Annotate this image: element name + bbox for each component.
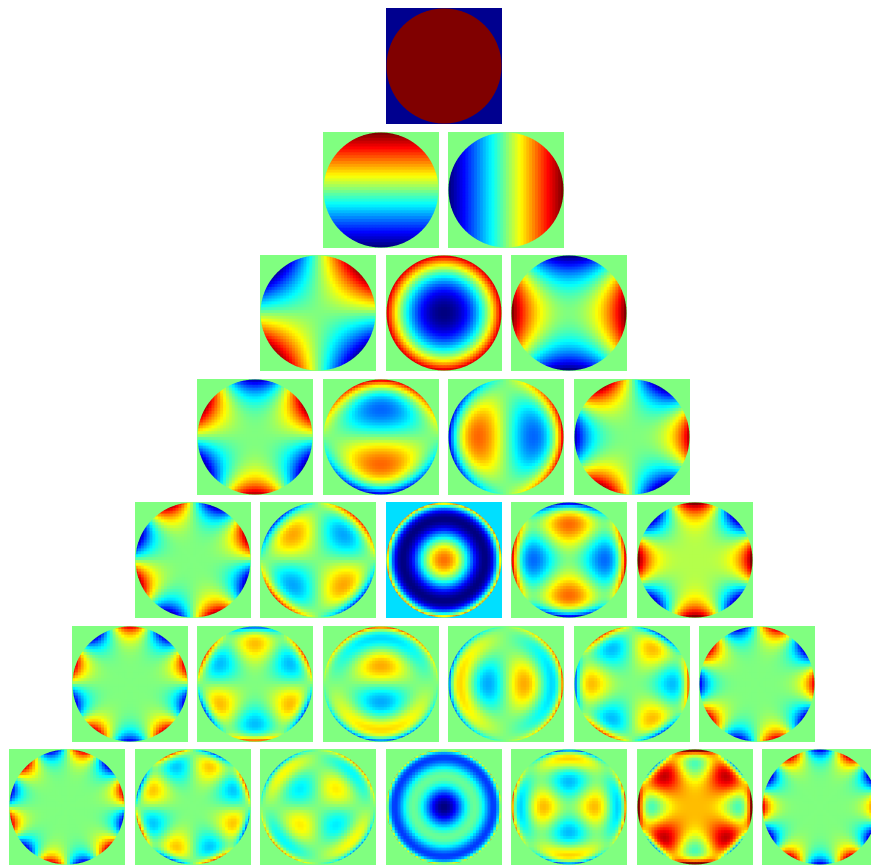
zernike-mode-plot (448, 132, 564, 248)
zernike-tile (197, 379, 313, 495)
zernike-tile (323, 132, 439, 248)
zernike-mode-plot (448, 379, 564, 495)
zernike-tile (448, 379, 564, 495)
zernike-mode-plot (386, 502, 502, 618)
zernike-mode-plot (511, 749, 627, 865)
zernike-tile (511, 749, 627, 865)
zernike-tile (574, 379, 690, 495)
zernike-mode-plot (135, 502, 251, 618)
zernike-disc (135, 749, 251, 865)
zernike-tile (386, 749, 502, 865)
zernike-tile (323, 379, 439, 495)
zernike-disc (637, 502, 753, 618)
zernike-disc (197, 379, 313, 495)
zernike-disc (260, 502, 376, 618)
zernike-mode-plot (637, 749, 753, 865)
zernike-disc (699, 626, 815, 742)
zernike-mode-plot (699, 626, 815, 742)
zernike-disc (511, 502, 627, 618)
zernike-mode-plot (448, 626, 564, 742)
zernike-tile (135, 749, 251, 865)
zernike-tile (260, 255, 376, 371)
zernike-tile (197, 626, 313, 742)
zernike-disc (72, 626, 188, 742)
zernike-tile (386, 8, 502, 124)
zernike-mode-plot (386, 255, 502, 371)
zernike-tile (72, 626, 188, 742)
zernike-disc (574, 626, 690, 742)
zernike-tile (511, 255, 627, 371)
zernike-tile (386, 502, 502, 618)
zernike-mode-plot (323, 626, 439, 742)
zernike-disc (386, 8, 502, 124)
zernike-mode-plot (574, 626, 690, 742)
zernike-mode-plot (574, 379, 690, 495)
zernike-mode-plot (386, 749, 502, 865)
zernike-mode-plot (197, 626, 313, 742)
zernike-disc (323, 379, 439, 495)
zernike-tile (260, 502, 376, 618)
zernike-disc (448, 379, 564, 495)
zernike-tile (574, 626, 690, 742)
zernike-tile (511, 502, 627, 618)
zernike-disc (260, 255, 376, 371)
zernike-disc (323, 132, 439, 248)
zernike-mode-plot (511, 255, 627, 371)
zernike-mode-plot (323, 132, 439, 248)
zernike-tile (323, 626, 439, 742)
zernike-mode-plot (72, 626, 188, 742)
zernike-disc (574, 379, 690, 495)
zernike-disc (9, 749, 125, 865)
zernike-tile (9, 749, 125, 865)
zernike-disc (386, 502, 502, 618)
zernike-tile (637, 502, 753, 618)
zernike-tile (448, 132, 564, 248)
zernike-tile (448, 626, 564, 742)
zernike-disc (386, 749, 502, 865)
zernike-disc (511, 749, 627, 865)
zernike-mode-plot (762, 749, 871, 865)
zernike-disc (197, 626, 313, 742)
zernike-mode-plot (323, 379, 439, 495)
zernike-mode-plot (386, 8, 502, 124)
zernike-mode-plot (511, 502, 627, 618)
zernike-disc (637, 749, 753, 865)
zernike-tile (260, 749, 376, 865)
zernike-mode-plot (637, 502, 753, 618)
zernike-tile (762, 749, 871, 865)
zernike-tile (135, 502, 251, 618)
zernike-mode-plot (197, 379, 313, 495)
zernike-disc (323, 626, 439, 742)
zernike-disc (260, 749, 376, 865)
zernike-disc (448, 626, 564, 742)
zernike-disc (135, 502, 251, 618)
zernike-tile (699, 626, 815, 742)
zernike-mode-plot (9, 749, 125, 865)
zernike-mode-plot (260, 255, 376, 371)
zernike-mode-plot (260, 502, 376, 618)
zernike-mode-plot (135, 749, 251, 865)
zernike-tile (637, 749, 753, 865)
zernike-disc (448, 132, 564, 248)
zernike-tile (386, 255, 502, 371)
zernike-disc (386, 255, 502, 371)
zernike-mode-plot (260, 749, 376, 865)
zernike-disc (511, 255, 627, 371)
